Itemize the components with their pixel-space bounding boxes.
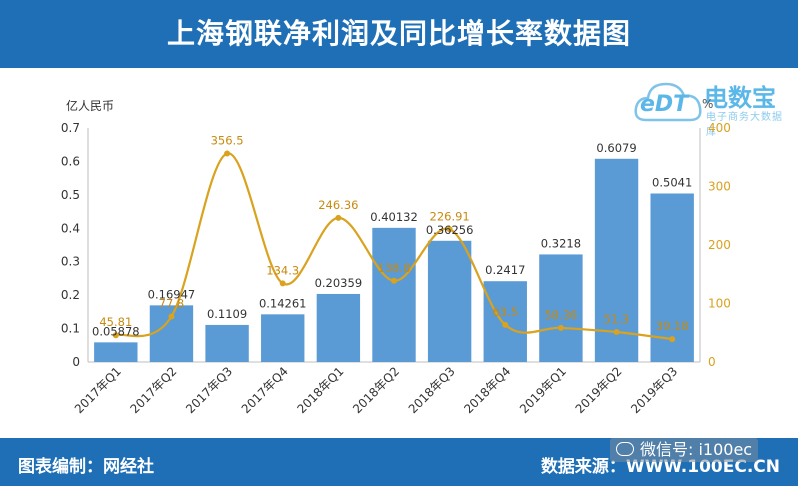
x-tick-label: 2017年Q3 — [183, 364, 235, 416]
x-tick-label: 2018年Q1 — [294, 364, 346, 416]
bar-value-label: 0.1109 — [207, 307, 247, 321]
bar — [316, 293, 361, 362]
bar — [594, 158, 639, 362]
bar-value-label: 0.6079 — [596, 141, 636, 155]
logo-tagline: 电子商务大数据库 — [706, 112, 783, 138]
line-point — [112, 332, 119, 339]
right-tick-label: 0 — [708, 355, 716, 369]
line-point — [335, 214, 342, 221]
bar — [205, 324, 249, 362]
x-tick-label: 2019年Q1 — [517, 364, 569, 416]
line-point — [224, 150, 231, 157]
left-axis-unit: 亿人民币 — [66, 99, 115, 113]
bar-value-label: 0.05878 — [92, 324, 140, 338]
data-source: 数据来源：WWW.100EC.CN — [540, 457, 780, 477]
line-point — [669, 336, 676, 343]
x-tick-label: 2017年Q2 — [128, 364, 180, 416]
footer-bar: 图表编制：网经社 数据来源：WWW.100EC.CN — [0, 438, 798, 486]
bar — [483, 281, 527, 362]
bar-value-label: 0.20359 — [315, 276, 363, 290]
wechat-watermark: 微信号: i100ec — [610, 438, 759, 462]
bar-value-label: 0.3218 — [541, 236, 581, 250]
x-tick-label: 2019年Q3 — [628, 364, 680, 416]
line-value-label: 356.5 — [211, 133, 244, 147]
left-tick-label: 0.6 — [61, 154, 80, 168]
line-point — [613, 328, 620, 335]
right-tick-label: 300 — [708, 180, 731, 194]
right-tick-label: 400 — [708, 121, 731, 135]
logo: eDT 电数宝 电子商务大数据库 — [632, 74, 792, 138]
x-tick-label: 2018年Q3 — [406, 364, 458, 416]
line-point — [502, 321, 509, 328]
x-tick-label: 2018年Q4 — [461, 364, 513, 416]
chart-credit: 图表编制：网经社 — [18, 457, 154, 477]
bar — [94, 342, 138, 362]
bar-value-label: 0.36256 — [426, 223, 474, 237]
wechat-icon — [616, 442, 634, 456]
x-tick-label: 2017年Q4 — [239, 364, 291, 416]
logo-cloud-text: eDT — [640, 92, 689, 117]
x-tick-label: 2019年Q2 — [573, 364, 625, 416]
line-value-label: 226.91 — [430, 209, 470, 223]
left-tick-label: 0.7 — [61, 121, 80, 135]
line-value-label: 45.81 — [99, 315, 132, 329]
line-value-label: 246.36 — [318, 198, 358, 212]
right-tick-label: 200 — [708, 238, 731, 252]
bar — [427, 240, 472, 362]
left-tick-label: 0.4 — [61, 221, 80, 235]
x-tick-label: 2017年Q1 — [72, 364, 124, 416]
page-title: 上海钢联净利润及同比增长率数据图 — [166, 17, 631, 50]
line-value-label: 134.3 — [266, 263, 299, 277]
left-tick-label: 0.3 — [61, 255, 80, 269]
wechat-id: 微信号: i100ec — [640, 440, 753, 459]
bar — [650, 193, 694, 362]
bar — [261, 314, 305, 362]
line-point — [446, 226, 453, 233]
left-tick-label: 0.5 — [61, 188, 80, 202]
bar — [372, 227, 416, 362]
x-tick-label: 2018年Q2 — [350, 364, 402, 416]
left-tick-label: 0.1 — [61, 322, 80, 336]
line-value-label: 138.8 — [378, 261, 411, 275]
line-value-label: 39.18 — [656, 319, 689, 333]
bar — [539, 254, 583, 362]
line-point — [557, 324, 564, 331]
right-axis-unit: % — [702, 97, 714, 111]
left-tick-label: 0 — [72, 355, 80, 369]
line-value-label: 77.8 — [159, 296, 185, 310]
logo-name: 电数宝 — [704, 84, 776, 112]
line-value-label: 63.5 — [492, 305, 518, 319]
bar-value-label: 0.14261 — [259, 296, 307, 310]
line-value-label: 51.3 — [604, 312, 630, 326]
line-point — [391, 277, 397, 284]
right-tick-label: 100 — [708, 297, 731, 311]
bar-value-label: 0.16947 — [148, 287, 196, 301]
bar-value-label: 0.2417 — [485, 263, 525, 277]
bar-value-label: 0.5041 — [652, 175, 692, 189]
line-point — [279, 280, 286, 287]
left-tick-label: 0.2 — [61, 288, 80, 302]
line-value-label: 58.36 — [544, 308, 577, 322]
cloud-logo-icon — [634, 82, 702, 122]
line-point — [168, 313, 175, 320]
bar-value-label: 0.40132 — [370, 210, 418, 224]
header-bar: 上海钢联净利润及同比增长率数据图 — [0, 0, 798, 68]
